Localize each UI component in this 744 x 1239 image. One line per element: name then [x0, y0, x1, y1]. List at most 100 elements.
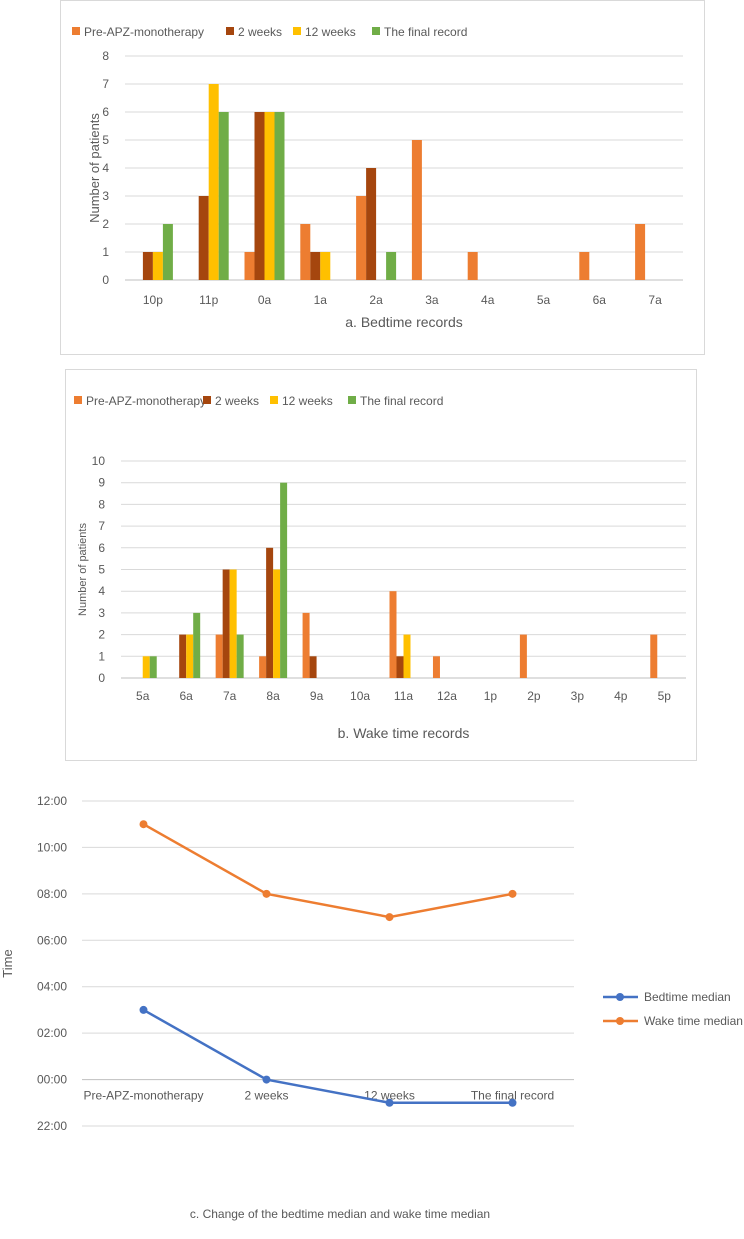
bar: [198, 196, 209, 280]
waketime-chart-panel: 0 1 2 3 4 5 6 7 8 9 10 5a 6a 7a 8a 9a 10a 11a 12a 1p 2p 3p 4p 5…: [65, 369, 697, 761]
bar: [310, 252, 321, 280]
median-line-chart-panel: 22:00 00:00 02:00 04:00 06:00 08:00 10:00 12:00…: [0, 770, 744, 1239]
y-tick-label: 02:00: [37, 1026, 67, 1040]
legend-swatch: [293, 27, 301, 35]
x-tick-label: The final record: [471, 1089, 554, 1103]
y-tick-label: 6: [102, 105, 109, 119]
bar: [467, 252, 478, 280]
y-tick-label: 4: [102, 161, 109, 175]
legend-swatch: [270, 396, 278, 404]
x-tick-label: 2a: [369, 293, 383, 307]
x-tick-label: 4p: [614, 689, 628, 703]
bar: [650, 634, 658, 678]
bedtime-chart-panel: 0 1 2 3 4 5 6 7 8 10p 11p 0a 1a 2a 3a 4a 5a 6a 7a a. Bedtim…: [60, 0, 705, 355]
bar: [432, 656, 440, 678]
x-tick-label: 3a: [425, 293, 439, 307]
y-tick-label: 22:00: [37, 1119, 67, 1133]
bar: [266, 547, 274, 678]
x-tick-label: 2 weeks: [244, 1089, 288, 1103]
x-tick-label: 6a: [593, 293, 607, 307]
bar: [179, 634, 187, 678]
data-point: [139, 1005, 148, 1014]
y-tick-label: 3: [102, 189, 109, 203]
bar: [396, 656, 404, 678]
y-axis-title: Number of patients: [77, 523, 89, 616]
bar: [273, 569, 281, 678]
y-axis-title: Number of patients: [87, 113, 102, 223]
chart-caption: c. Change of the bedtime median and wake…: [190, 1207, 490, 1221]
bar: [193, 612, 201, 678]
y-tick-label: 3: [98, 606, 105, 620]
legend-label: The final record: [360, 394, 443, 408]
bar: [222, 569, 230, 678]
bar: [309, 656, 317, 678]
x-tick-label: 12 weeks: [364, 1089, 415, 1103]
bar: [302, 612, 310, 678]
bar: [229, 569, 237, 678]
legend-swatch: [203, 396, 211, 404]
bar: [389, 591, 397, 678]
y-tick-label: 08:00: [37, 887, 67, 901]
bar: [519, 634, 527, 678]
x-tick-label: 10a: [350, 689, 370, 703]
bar: [259, 656, 267, 678]
bedtime-bar-chart: 0 1 2 3 4 5 6 7 8 10p 11p 0a 1a 2a 3a 4a 5a 6a 7a a. Bedtim…: [72, 25, 683, 330]
x-tick-label: 7a: [223, 689, 237, 703]
bar: [386, 252, 397, 280]
bar: [356, 196, 367, 280]
legend-label: Pre-APZ-monotherapy: [86, 394, 206, 408]
legend-swatch: [372, 27, 380, 35]
bar: [152, 252, 163, 280]
y-tick-label: 5: [98, 563, 105, 577]
legend-label: Wake time median: [644, 1014, 743, 1028]
bar: [142, 252, 153, 280]
bar: [244, 252, 255, 280]
legend-swatch: [226, 27, 234, 35]
bar: [236, 634, 244, 678]
legend-label: The final record: [384, 25, 467, 39]
y-tick-label: 2: [98, 628, 105, 642]
x-tick-label: 6a: [180, 689, 194, 703]
data-point: [508, 889, 517, 898]
bar: [320, 252, 331, 280]
bar: [149, 656, 157, 678]
x-tick-label: 8a: [266, 689, 280, 703]
y-tick-label: 00:00: [37, 1073, 67, 1087]
bar: [411, 140, 422, 280]
legend-label: 2 weeks: [215, 394, 259, 408]
bar: [300, 224, 311, 280]
y-tick-label: 12:00: [37, 794, 67, 808]
y-tick-label: 0: [98, 671, 105, 685]
legend-swatch: [348, 396, 356, 404]
y-tick-label: 06:00: [37, 933, 67, 947]
bar: [208, 84, 219, 280]
x-tick-label: 5a: [537, 293, 551, 307]
bar: [366, 168, 377, 280]
y-tick-label: 10:00: [37, 840, 67, 854]
y-tick-label: 1: [98, 649, 105, 663]
waketime-bar-chart: 0 1 2 3 4 5 6 7 8 9 10 5a 6a 7a 8a 9a 10a 11a 12a 1p 2p 3p 4p 5…: [74, 394, 686, 741]
series-line: [142, 823, 513, 919]
y-tick-label: 10: [92, 454, 106, 468]
bar: [215, 634, 223, 678]
median-line-chart: 22:00 00:00 02:00 04:00 06:00 08:00 10:00 12:00…: [0, 794, 743, 1221]
bar: [162, 224, 173, 280]
bar: [254, 112, 265, 280]
y-tick-label: 7: [102, 77, 109, 91]
bar: [274, 112, 285, 280]
y-axis-title: Time: [0, 949, 15, 977]
data-point: [508, 1098, 517, 1107]
y-tick-label: 4: [98, 584, 105, 598]
data-point: [385, 913, 394, 922]
bar: [280, 482, 288, 678]
x-tick-label: Pre-APZ-monotherapy: [83, 1089, 203, 1103]
bar: [218, 112, 229, 280]
y-tick-label: 6: [98, 541, 105, 555]
x-axis-title: a. Bedtime records: [345, 314, 463, 330]
bar: [579, 252, 590, 280]
x-axis-title: b. Wake time records: [338, 725, 470, 741]
legend-label: 12 weeks: [282, 394, 333, 408]
y-tick-label: 1: [102, 245, 109, 259]
x-tick-label: 11a: [394, 689, 413, 703]
x-tick-label: 4a: [481, 293, 495, 307]
